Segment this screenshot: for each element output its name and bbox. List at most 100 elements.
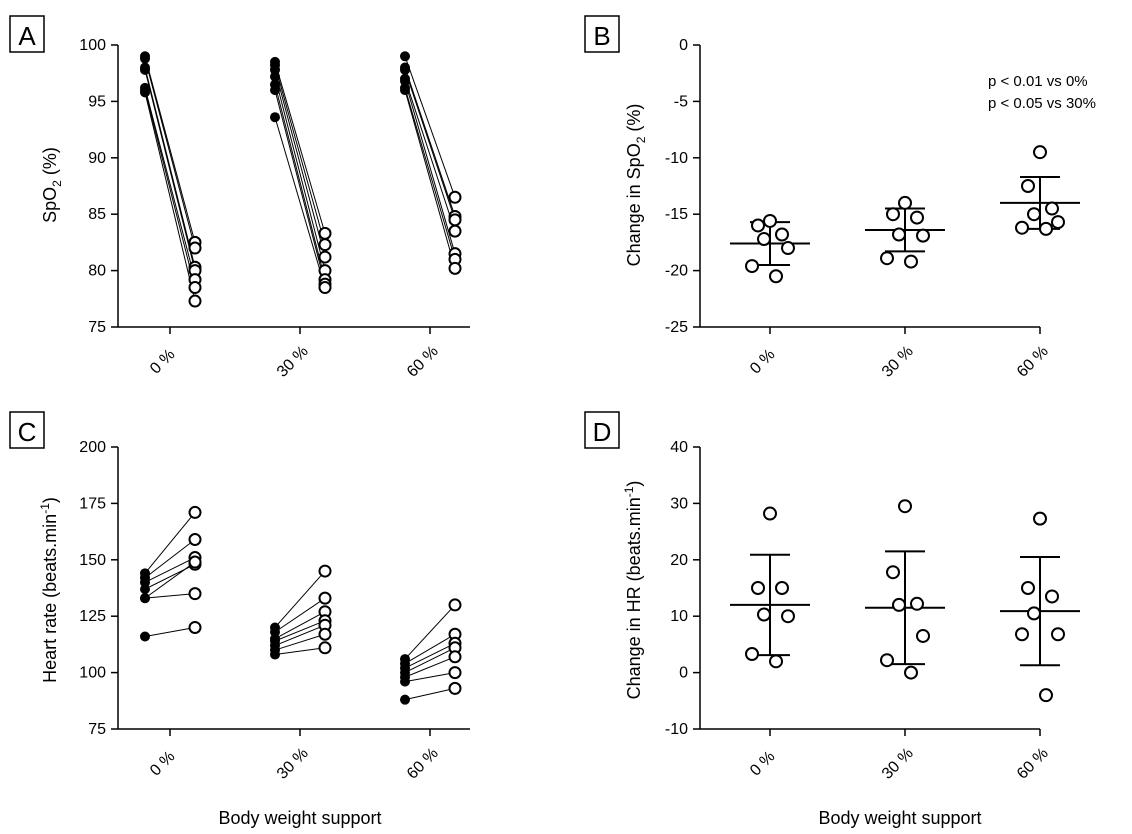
y-axis-d: -10 0 10 20 30 40 xyxy=(665,439,701,738)
x-tick-label-d: 60 % xyxy=(1014,745,1052,783)
y-tick-label-a: 85 xyxy=(88,206,106,223)
post-point xyxy=(448,598,462,612)
pre-point xyxy=(270,649,280,660)
data-point xyxy=(1015,220,1029,235)
pair-line xyxy=(274,69,326,258)
data-point xyxy=(1051,215,1065,230)
data-point xyxy=(757,607,771,622)
pre-point xyxy=(400,85,410,96)
annotation-line-1: p < 0.01 vs 0% xyxy=(988,73,1088,90)
y-tick-label-c: 175 xyxy=(79,495,106,512)
data-point xyxy=(1027,207,1041,222)
y-tick-label-b: -25 xyxy=(665,319,688,336)
data-point xyxy=(763,506,777,521)
data-point xyxy=(916,628,930,643)
x-tick-label-d: 30 % xyxy=(879,745,917,783)
data-point xyxy=(898,499,912,514)
data-point xyxy=(769,269,783,284)
y-tick-label-b: -10 xyxy=(665,150,688,167)
pair-line xyxy=(274,570,326,628)
pre-point xyxy=(400,51,410,62)
post-point xyxy=(318,591,332,605)
post-point xyxy=(188,505,202,519)
post-point xyxy=(448,666,462,680)
y-tick-label-b: 0 xyxy=(679,37,688,54)
marks-b xyxy=(730,145,1080,284)
panel-letter-box-c xyxy=(9,411,45,449)
post-point xyxy=(448,190,462,204)
panel-letter-b: B xyxy=(593,21,610,51)
post-point xyxy=(318,627,332,641)
post-point xyxy=(318,226,332,240)
y-tick-label-a: 95 xyxy=(88,93,106,110)
y-tick-label-b: -15 xyxy=(665,206,688,223)
y-axis-title-a: SpO2 (%) xyxy=(40,147,64,223)
x-tick-label-b: 30 % xyxy=(879,343,917,381)
data-point xyxy=(880,251,894,266)
data-point xyxy=(1051,627,1065,642)
data-point xyxy=(904,254,918,269)
post-point xyxy=(448,650,462,664)
pair-line xyxy=(274,61,326,234)
y-tick-label-d: -10 xyxy=(665,721,688,738)
y-tick-label-c: 125 xyxy=(79,608,106,625)
post-point xyxy=(448,224,462,238)
pair-line xyxy=(274,76,326,271)
pre-point xyxy=(270,85,280,96)
panel-letter-box-a xyxy=(9,15,45,53)
panel-letter-box-b xyxy=(584,15,620,53)
pair-line xyxy=(274,597,326,633)
y-tick-label-d: 30 xyxy=(670,495,688,512)
post-point xyxy=(188,281,202,295)
y-tick-label-c: 150 xyxy=(79,552,106,569)
y-tick-label-b: -5 xyxy=(674,93,688,110)
data-point xyxy=(880,653,894,668)
panel-c: C Heart rate (beats.min-1) Body weight s… xyxy=(9,411,470,828)
y-tick-label-c: 200 xyxy=(79,439,106,456)
panel-a: A SpO2 (%) 75 80 85 90 95 100 0 % 30 % 60 % xyxy=(9,15,470,381)
data-point xyxy=(775,581,789,595)
x-tick-label-c: 0 % xyxy=(147,748,179,780)
data-point xyxy=(1021,179,1035,193)
x-tick-label-c: 60 % xyxy=(404,745,442,783)
marks-d xyxy=(730,499,1080,703)
pre-point xyxy=(140,87,150,98)
data-point xyxy=(781,609,795,624)
annotation-line-2: p < 0.05 vs 30% xyxy=(988,95,1096,112)
y-tick-label-a: 80 xyxy=(88,263,106,280)
pre-point xyxy=(140,631,150,642)
pair-line xyxy=(274,84,326,280)
pair-line xyxy=(404,69,456,220)
pre-point xyxy=(140,584,150,595)
pair-line xyxy=(144,561,196,599)
pre-point xyxy=(140,64,150,75)
x-tick-label-b: 0 % xyxy=(747,346,779,378)
panel-d: D Change in HR (beats.min-1) Body weight… xyxy=(584,411,1080,828)
data-point xyxy=(781,241,795,256)
data-point xyxy=(916,228,930,243)
data-point xyxy=(1045,201,1059,216)
data-point xyxy=(1027,606,1041,621)
pair-line xyxy=(274,65,326,245)
data-point xyxy=(757,232,771,247)
data-point xyxy=(886,207,900,222)
y-axis-a: 75 80 85 90 95 100 xyxy=(79,37,119,336)
panel-letter-a: A xyxy=(18,21,36,51)
pair-line xyxy=(274,611,326,640)
post-point xyxy=(318,281,332,295)
y-tick-label-a: 90 xyxy=(88,150,106,167)
post-point xyxy=(188,555,202,569)
y-tick-label-d: 20 xyxy=(670,552,688,569)
panel-b: B Change in SpO2 (%) p < 0.01 vs 0% p < … xyxy=(584,15,1096,381)
x-tick-label-c: 30 % xyxy=(274,745,312,783)
x-tick-label-a: 60 % xyxy=(404,343,442,381)
pre-point xyxy=(400,694,410,705)
y-axis-c: 75 100 125 150 175 200 xyxy=(79,439,119,738)
pair-line xyxy=(144,539,196,579)
pair-line xyxy=(404,604,456,660)
y-axis-title-d: Change in HR (beats.min-1) xyxy=(622,481,644,700)
y-tick-label-a: 100 xyxy=(79,37,106,54)
post-point xyxy=(318,250,332,264)
x-axis-title-d: Body weight support xyxy=(818,808,981,828)
